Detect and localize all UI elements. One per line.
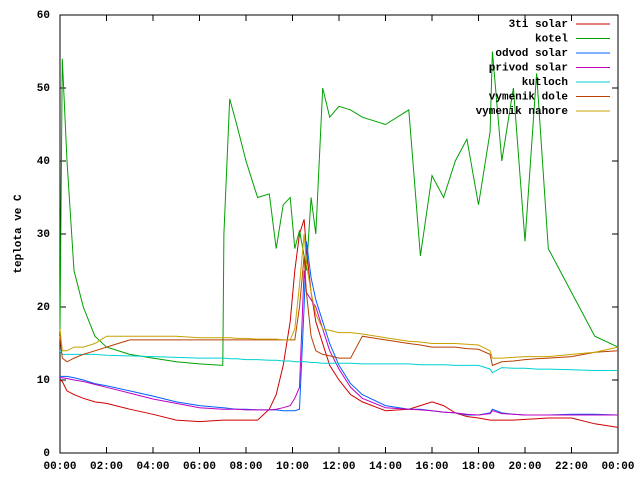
series-line bbox=[59, 255, 619, 367]
y-tick-label: 20 bbox=[37, 302, 50, 314]
y-tick-label: 50 bbox=[37, 83, 50, 95]
legend-label: privod solar bbox=[489, 62, 568, 74]
x-tick-label: 16:00 bbox=[415, 461, 448, 473]
x-tick-label: 14:00 bbox=[369, 461, 402, 473]
y-tick-label: 40 bbox=[37, 156, 50, 168]
x-tick-label: 06:00 bbox=[183, 461, 216, 473]
x-tick-label: 20:00 bbox=[508, 461, 541, 473]
legend-label: kotel bbox=[535, 33, 568, 45]
x-tick-label: 08:00 bbox=[229, 461, 262, 473]
legend-label: odvod solar bbox=[495, 48, 568, 60]
x-tick-label: 22:00 bbox=[555, 461, 588, 473]
legend-label: kutloch bbox=[522, 77, 568, 89]
y-tick-label: 60 bbox=[37, 10, 50, 22]
x-tick-label: 00:00 bbox=[43, 461, 76, 473]
y-tick-label: 10 bbox=[37, 375, 50, 387]
x-tick-label: 18:00 bbox=[462, 461, 495, 473]
legend-label: 3ti solar bbox=[509, 19, 568, 31]
x-tick-label: 12:00 bbox=[322, 461, 355, 473]
x-tick-label: 10:00 bbox=[276, 461, 309, 473]
series-line bbox=[59, 350, 618, 374]
x-tick-label: 04:00 bbox=[136, 461, 169, 473]
legend-label: vymenik nahore bbox=[476, 106, 569, 118]
x-tick-label: 00:00 bbox=[601, 461, 634, 473]
series-line bbox=[60, 241, 619, 416]
x-tick-label: 02:00 bbox=[90, 461, 123, 473]
y-axis-label: teplota ve C bbox=[13, 194, 25, 274]
series-line bbox=[59, 233, 619, 359]
legend-label: vymenik dole bbox=[489, 91, 569, 103]
y-tick-label: 0 bbox=[43, 448, 50, 460]
series-line bbox=[59, 51, 619, 366]
y-tick-label: 30 bbox=[37, 229, 50, 241]
series-line bbox=[59, 219, 619, 428]
series-line bbox=[60, 270, 618, 416]
